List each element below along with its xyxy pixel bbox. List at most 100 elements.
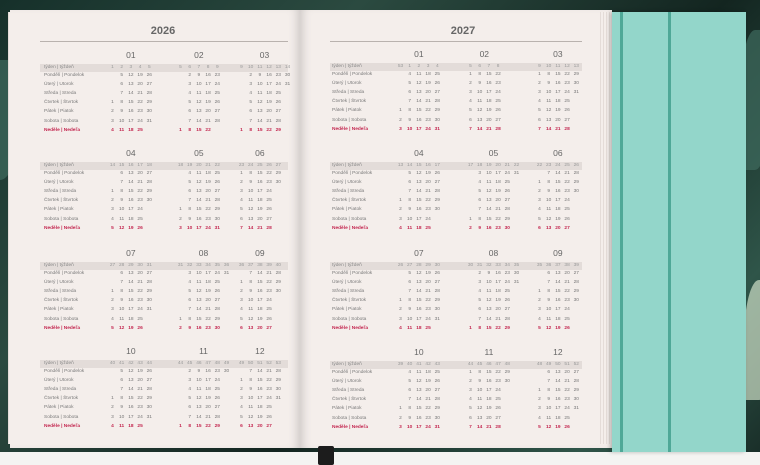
day-cell[interactable]: 20 (564, 370, 570, 375)
day-cell[interactable]: 7 (120, 180, 124, 186)
day-cell[interactable]: 8 (120, 100, 124, 106)
day-cell[interactable]: 13 (477, 415, 483, 421)
day-cell[interactable]: 24 (137, 118, 143, 124)
day-cell[interactable]: 6 (188, 189, 192, 195)
day-cell[interactable]: 18 (425, 72, 431, 77)
day-cell[interactable]: 31 (146, 118, 152, 124)
day-cell[interactable]: 16 (257, 180, 263, 186)
day-cell[interactable]: 9 (120, 405, 124, 411)
day-cell[interactable]: 3 (111, 118, 114, 124)
day-cell[interactable]: 25 (137, 423, 143, 429)
day-cell[interactable]: 5 (408, 271, 412, 276)
day-cell[interactable]: 23 (205, 325, 211, 331)
day-cell[interactable]: 27 (495, 415, 501, 421)
day-cell[interactable]: 29 (146, 289, 152, 295)
day-cell[interactable]: 15 (555, 180, 561, 186)
day-cell[interactable]: 24 (564, 406, 570, 412)
day-cell[interactable]: 3 (111, 307, 114, 313)
day-cell[interactable]: 9 (478, 225, 482, 231)
day-cell[interactable]: 11 (196, 280, 202, 286)
day-cell[interactable]: 16 (257, 387, 263, 393)
day-cell[interactable]: 21 (266, 369, 272, 374)
day-cell[interactable]: 31 (434, 424, 440, 430)
day-cell[interactable]: 28 (146, 387, 152, 393)
day-cell[interactable]: 10 (546, 406, 552, 412)
day-cell[interactable]: 3 (249, 82, 253, 88)
day-cell[interactable]: 17 (257, 396, 263, 402)
day-cell[interactable]: 29 (504, 325, 510, 331)
day-cell[interactable]: 27 (504, 198, 510, 204)
day-cell[interactable]: 29 (146, 396, 152, 402)
day-cell[interactable]: 27 (214, 109, 220, 115)
day-cell[interactable]: 15 (196, 207, 202, 213)
day-cell[interactable]: 29 (504, 370, 510, 375)
day-cell[interactable]: 11 (477, 397, 483, 403)
day-cell[interactable]: 30 (504, 225, 510, 231)
day-cell[interactable]: 18 (128, 316, 134, 322)
day-cell[interactable]: 6 (120, 271, 124, 276)
day-cell[interactable]: 14 (128, 180, 134, 186)
day-cell[interactable]: 20 (425, 90, 431, 96)
day-cell[interactable]: 15 (257, 127, 263, 133)
day-cell[interactable]: 6 (240, 216, 243, 222)
day-cell[interactable]: 31 (146, 414, 152, 420)
day-cell[interactable]: 31 (573, 406, 579, 412)
day-cell[interactable]: 4 (538, 316, 541, 322)
day-cell[interactable]: 2 (240, 387, 243, 393)
day-cell[interactable]: 5 (538, 325, 541, 331)
day-cell[interactable]: 16 (555, 81, 561, 87)
day-cell[interactable]: 18 (425, 370, 431, 375)
day-cell[interactable]: 8 (478, 216, 482, 222)
day-cell[interactable]: 7 (469, 126, 472, 132)
day-cell[interactable]: 17 (416, 424, 422, 430)
day-cell[interactable]: 7 (188, 307, 192, 313)
day-cell[interactable]: 11 (119, 316, 125, 322)
day-cell[interactable]: 6 (240, 423, 243, 429)
day-cell[interactable]: 11 (416, 370, 422, 375)
day-cell[interactable]: 29 (146, 100, 152, 106)
day-cell[interactable]: 27 (146, 378, 152, 384)
day-cell[interactable]: 3 (399, 424, 402, 430)
day-cell[interactable]: 9 (249, 289, 253, 295)
day-cell[interactable]: 13 (128, 171, 134, 176)
day-cell[interactable]: 30 (504, 379, 510, 385)
day-cell[interactable]: 12 (416, 81, 422, 87)
day-cell[interactable]: 27 (275, 109, 281, 115)
day-cell[interactable]: 27 (573, 370, 579, 375)
day-cell[interactable]: 18 (205, 387, 211, 393)
day-cell[interactable]: 17 (266, 82, 272, 88)
day-cell[interactable]: 20 (205, 189, 211, 195)
day-cell[interactable]: 4 (240, 307, 243, 313)
day-cell[interactable]: 1 (179, 423, 182, 429)
day-cell[interactable]: 9 (188, 216, 192, 222)
day-cell[interactable]: 31 (284, 82, 291, 88)
day-cell[interactable]: 2 (538, 298, 541, 304)
day-cell[interactable]: 8 (188, 316, 192, 322)
day-cell[interactable]: 6 (547, 370, 551, 375)
day-cell[interactable]: 27 (573, 271, 579, 276)
day-cell[interactable]: 12 (196, 289, 202, 295)
day-cell[interactable]: 13 (555, 271, 561, 276)
day-cell[interactable]: 5 (249, 100, 253, 106)
day-cell[interactable]: 25 (214, 280, 220, 286)
day-cell[interactable]: 18 (205, 91, 211, 97)
day-cell[interactable]: 16 (416, 415, 422, 421)
day-cell[interactable]: 22 (495, 216, 501, 222)
day-cell[interactable]: 6 (478, 307, 482, 313)
day-cell[interactable]: 25 (266, 405, 272, 411)
day-cell[interactable]: 28 (275, 271, 281, 276)
day-cell[interactable]: 20 (495, 198, 501, 204)
day-cell[interactable]: 23 (137, 198, 143, 204)
day-cell[interactable]: 25 (214, 171, 220, 176)
day-cell[interactable]: 11 (546, 316, 552, 322)
day-cell[interactable]: 23 (564, 397, 570, 403)
bookmark-ribbon[interactable] (318, 446, 334, 465)
day-cell[interactable]: 1 (399, 108, 402, 114)
day-cell[interactable]: 28 (495, 126, 501, 132)
day-cell[interactable]: 21 (137, 91, 143, 97)
day-cell[interactable]: 22 (495, 72, 501, 77)
day-cell[interactable]: 26 (266, 207, 272, 213)
day-cell[interactable]: 10 (477, 90, 483, 96)
day-cell[interactable]: 8 (408, 406, 412, 412)
day-cell[interactable]: 3 (399, 126, 402, 132)
